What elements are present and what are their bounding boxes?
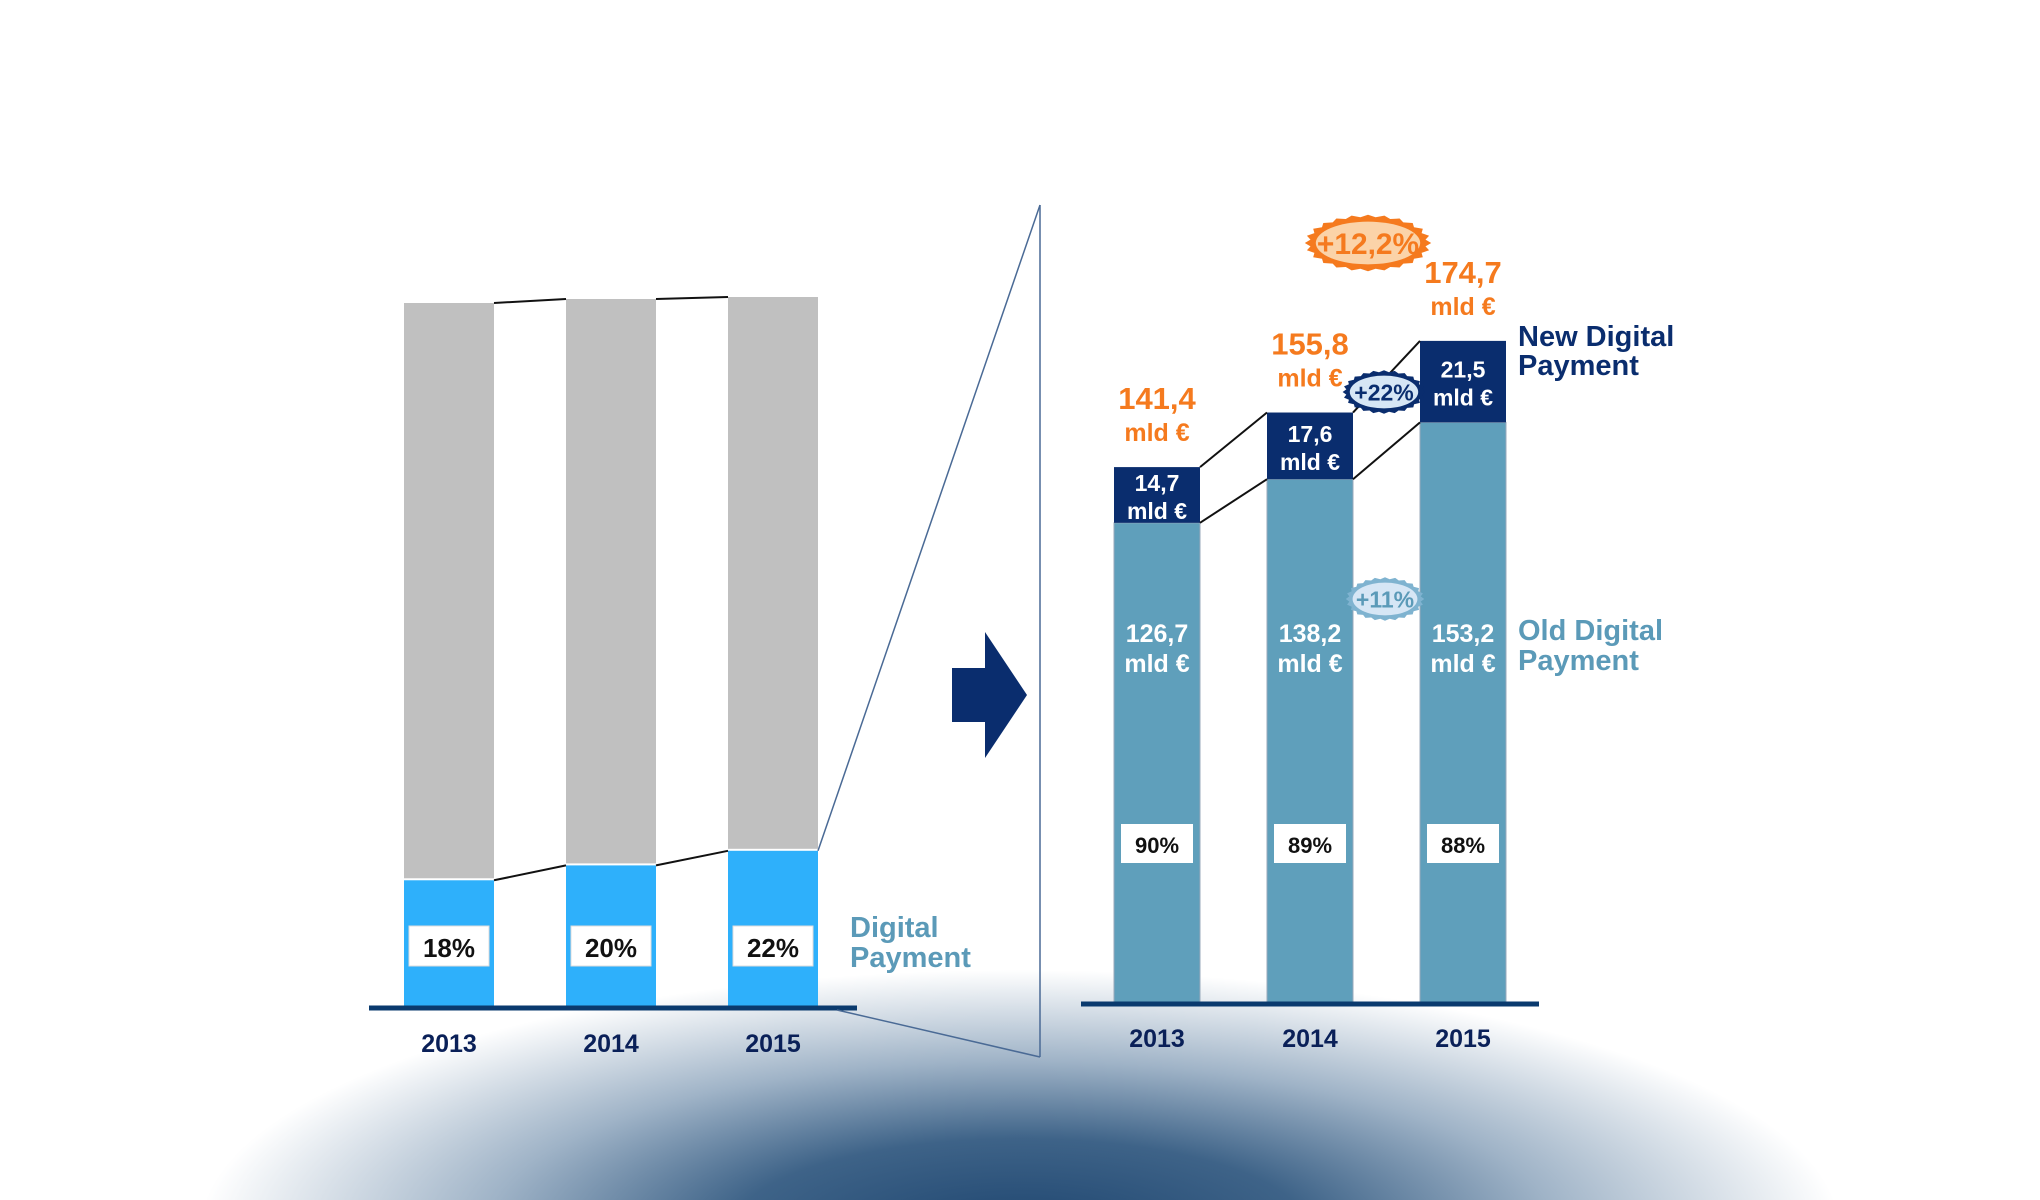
legend-old-digital-line1: Old Digital — [1518, 615, 1663, 647]
zoom-line-top — [817, 204, 1041, 852]
total-value-label-2013: 141,4 — [1118, 381, 1196, 416]
old-unit-label-2015: mld € — [1430, 650, 1495, 678]
badge-old-growth-label: +11% — [1356, 586, 1414, 612]
total-unit-label-2014: mld € — [1277, 365, 1342, 393]
arrow-right-icon — [952, 632, 1027, 758]
connector-old-top — [1199, 478, 1268, 524]
bar-old-2013 — [1113, 522, 1201, 1004]
legend-new-digital-line2: Payment — [1518, 350, 1639, 382]
share-label-2015: 22% — [747, 933, 799, 963]
x-tick-label-2015: 2015 — [745, 1030, 801, 1058]
x-tick-label-2013: 2013 — [421, 1030, 477, 1058]
badge-total-growth-label: +12,2% — [1317, 228, 1419, 261]
badge-new-growth-label: +22% — [1354, 379, 1413, 405]
old-share-label-2014: 89% — [1288, 833, 1332, 858]
new-value-label-2014: 17,6 — [1288, 421, 1333, 447]
connector-total — [493, 298, 567, 304]
bar-old-2015 — [1419, 421, 1507, 1004]
total-unit-label-2015: mld € — [1430, 293, 1495, 321]
total-value-label-2015: 174,7 — [1424, 255, 1502, 290]
connector-new-top — [1199, 411, 1268, 468]
share-label-box-2014 — [570, 925, 652, 967]
new-unit-label-2014: mld € — [1280, 449, 1340, 475]
total-value-label-2014: 155,8 — [1271, 327, 1349, 362]
old-value-label-2013: 126,7 — [1126, 620, 1189, 648]
bar-other-2013 — [404, 303, 494, 879]
bar-other-2014 — [566, 299, 656, 864]
old-unit-label-2013: mld € — [1124, 650, 1189, 678]
bar-new-2014 — [1267, 412, 1353, 480]
old-share-label-2015: 88% — [1441, 833, 1485, 858]
legend-new-digital-line1: New Digital — [1518, 321, 1674, 353]
bar-new-2013 — [1114, 467, 1200, 523]
badge-total-growth-fill — [1315, 221, 1421, 265]
old-share-box-2015 — [1427, 824, 1499, 863]
old-share-box-2014 — [1274, 824, 1346, 863]
x-tick-label-2015: 2015 — [1435, 1025, 1491, 1053]
new-unit-label-2013: mld € — [1127, 498, 1187, 524]
share-label-box-2013 — [408, 925, 490, 967]
share-label-2013: 18% — [423, 933, 475, 963]
share-label-2014: 20% — [585, 933, 637, 963]
bar-other-2015 — [728, 297, 818, 849]
legend-digital-payment-line2: Payment — [850, 942, 971, 974]
bar-new-2015 — [1420, 340, 1506, 423]
badge-new-growth-fill — [1349, 375, 1419, 409]
x-tick-label-2014: 2014 — [1282, 1025, 1338, 1053]
zoom-line-bottom — [836, 1009, 1041, 1058]
old-value-label-2014: 138,2 — [1279, 620, 1342, 648]
old-unit-label-2014: mld € — [1277, 650, 1342, 678]
old-share-label-2013: 90% — [1135, 833, 1179, 858]
new-unit-label-2015: mld € — [1433, 385, 1493, 411]
new-value-label-2015: 21,5 — [1441, 357, 1486, 383]
connector-digital — [493, 864, 567, 882]
bar-old-2014 — [1266, 478, 1354, 1004]
connector-old-top — [1352, 421, 1421, 480]
x-tick-label-2013: 2013 — [1129, 1025, 1185, 1053]
x-tick-label-2014: 2014 — [583, 1030, 639, 1058]
connector-total — [655, 296, 729, 300]
connector-digital — [655, 849, 729, 867]
total-unit-label-2013: mld € — [1124, 419, 1189, 447]
legend-old-digital-line2: Payment — [1518, 645, 1639, 677]
badge-old-growth-fill — [1352, 582, 1418, 616]
share-label-box-2015 — [732, 925, 814, 967]
old-value-label-2015: 153,2 — [1432, 620, 1495, 648]
legend-digital-payment-line1: Digital — [850, 912, 939, 944]
old-share-box-2013 — [1121, 824, 1193, 863]
new-value-label-2013: 14,7 — [1135, 470, 1180, 496]
